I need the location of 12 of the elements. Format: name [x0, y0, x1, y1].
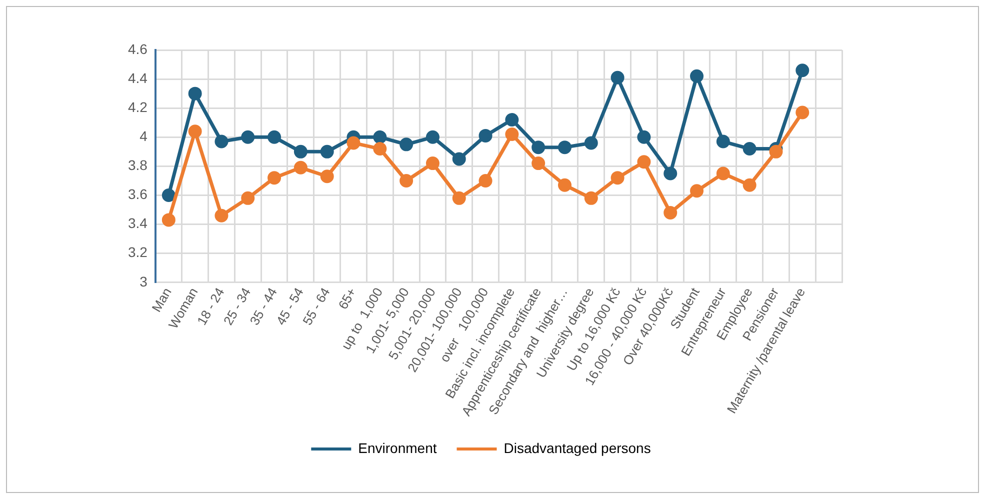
x-tick-label: 65+ [335, 285, 360, 312]
y-tick-label: 3.4 [128, 215, 148, 232]
y-tick-label: 3.8 [128, 157, 148, 174]
legend-label: Environment [358, 440, 437, 456]
y-tick-label: 3.2 [128, 244, 148, 260]
legend-label: Disadvantaged persons [504, 440, 651, 456]
y-tick-label: 3.6 [128, 186, 148, 202]
y-tick-label: 4.2 [128, 98, 148, 115]
y-tick-label: 4 [140, 128, 148, 144]
y-tick-label: 3 [140, 273, 148, 290]
y-tick-label: 4.6 [128, 40, 148, 57]
y-tick-label: 4.4 [128, 70, 148, 86]
